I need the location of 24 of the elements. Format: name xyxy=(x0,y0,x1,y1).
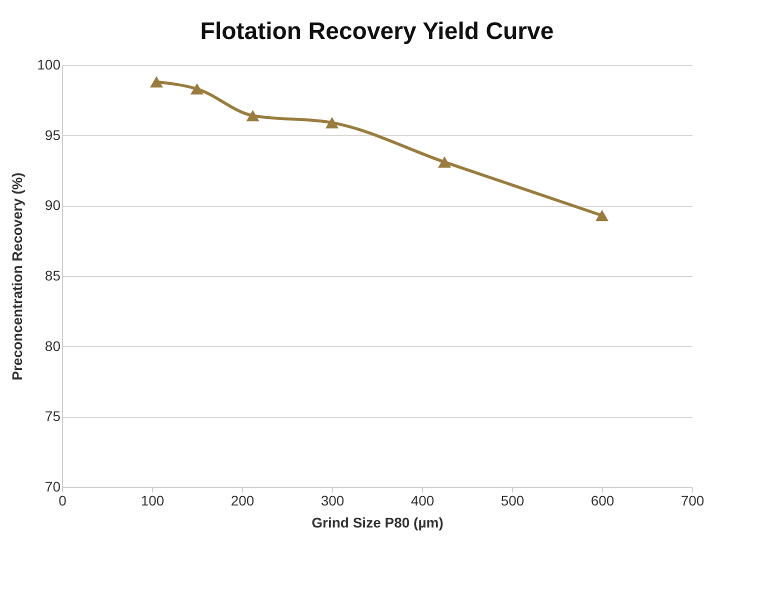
chart-title: Flotation Recovery Yield Curve xyxy=(200,18,554,45)
x-tick-label: 700 xyxy=(680,492,704,508)
x-axis-title: Grind Size P80 (µm) xyxy=(312,514,444,530)
y-tick-label: 80 xyxy=(44,338,61,354)
y-axis-title: Preconcentration Recovery (%) xyxy=(9,172,26,380)
x-tick-label: 300 xyxy=(320,492,344,508)
point xyxy=(438,156,452,168)
point xyxy=(150,76,164,88)
x-tick-label: 600 xyxy=(590,492,614,508)
point xyxy=(246,110,260,122)
x-tick-label: 0 xyxy=(58,492,67,508)
x-tick-label: 200 xyxy=(230,492,254,508)
x-tick-label: 400 xyxy=(410,492,434,508)
point xyxy=(190,83,204,95)
point xyxy=(595,210,609,222)
y-tick-label: 90 xyxy=(44,197,61,214)
point xyxy=(325,117,339,128)
x-tick-label: 100 xyxy=(140,492,164,508)
y-tick-label: 85 xyxy=(44,268,61,284)
y-tick-label: 100 xyxy=(37,56,61,72)
x-tick-label: 500 xyxy=(500,492,524,508)
y-tick-label: 95 xyxy=(44,126,61,143)
y-tick-label: 70 xyxy=(44,478,61,494)
y-tick-label: 75 xyxy=(44,408,61,424)
